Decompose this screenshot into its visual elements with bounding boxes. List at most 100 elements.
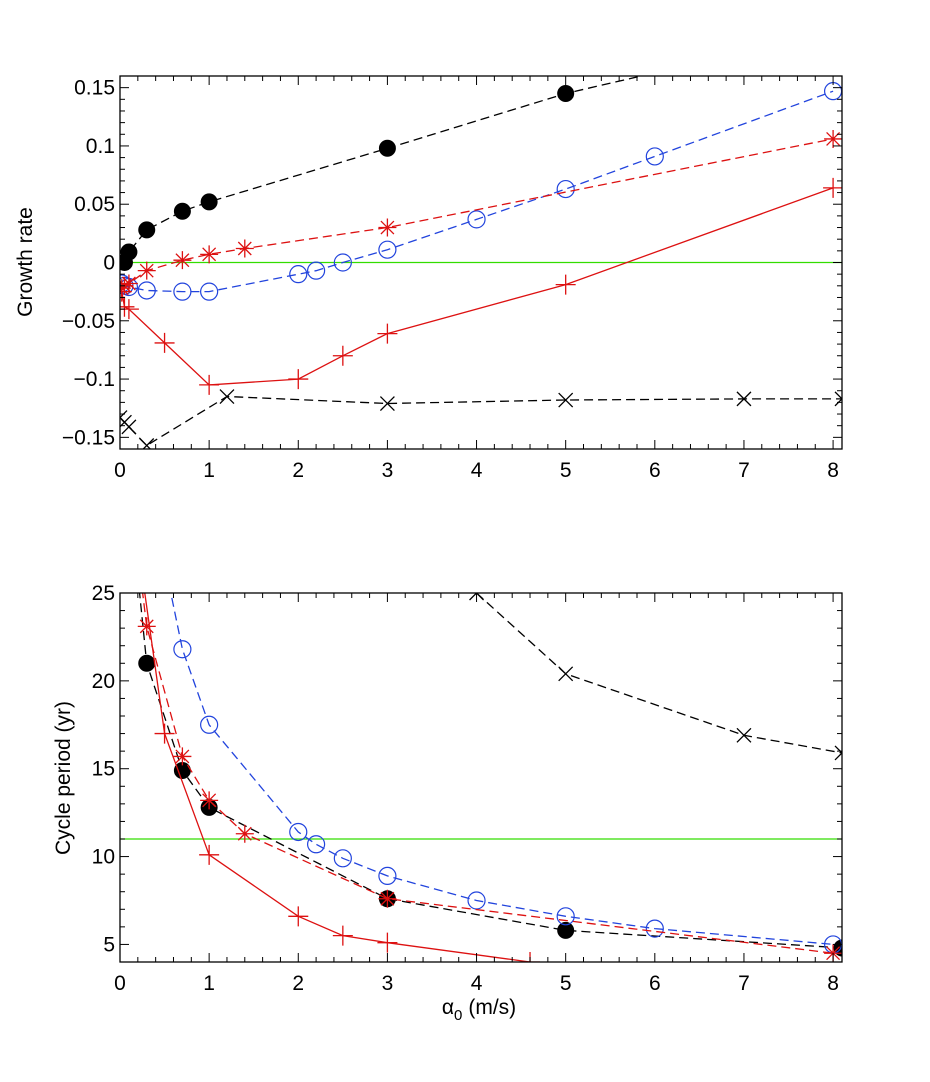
growth-rate-y-tick-label: 0.05 [74,193,115,216]
cycle-period-marker-crosses [736,727,752,743]
growth-rate-marker-crosses [736,391,752,407]
cycle-period-marker-plus [377,932,398,953]
cycle-period-marker-open-circles [306,835,326,854]
growth-rate-marker-filled-circles [138,221,156,239]
growth-rate-marker-crosses [139,438,155,449]
cycle-period-marker-open-circles [556,907,575,926]
growth-rate-marker-open-circles [556,179,575,199]
growth-rate-x-tick-label: 3 [382,459,394,482]
growth-rate-marker-open-circles [289,265,308,284]
growth-rate-marker-filled-circles [120,243,138,261]
cycle-period-marker-plus [332,925,353,946]
cycle-period-marker-asterisks [137,617,156,636]
cycle-period-plot-frame [119,592,843,963]
growth-rate-series-line-open-circles [121,90,834,293]
growth-rate-marker-plus [332,345,353,366]
growth-rate-marker-open-circles [378,240,397,259]
growth-rate-marker-asterisks [200,245,219,264]
cycle-period-marker-open-circles [173,640,192,659]
growth-rate-marker-open-circles [306,261,326,280]
cycle-period-y-axis-label: Cycle period (yr) [52,701,75,855]
growth-rate-y-tick-label: −0.05 [62,310,115,333]
cycle-period-x-tick-label: 5 [560,972,572,995]
cycle-period-marker-open-circles [378,866,397,886]
growth-rate-marker-plus [288,369,309,390]
growth-rate-series-line-plus [121,187,834,386]
growth-rate-marker-plus [199,374,220,395]
cycle-period-x-tick-label: 4 [471,972,483,995]
growth-rate-marker-filled-circles [200,193,218,211]
cycle-period-marker-asterisks [173,747,192,766]
growth-rate-x-tick-label: 0 [114,459,126,482]
growth-rate-marker-asterisks [120,274,138,293]
cycle-period-y-tick-label: 15 [92,758,115,781]
cycle-period-y-tick-label: 5 [103,933,115,956]
growth-rate-y-tick-label: 0.15 [74,77,115,100]
growth-rate-y-tick-label: −0.1 [74,368,115,391]
cycle-period-marker-filled-circles [557,921,575,939]
growth-rate-marker-plus [377,323,398,344]
x-axis-symbol: α [442,996,454,1019]
cycle-period-x-axis-label: α0 (m/s) [442,996,516,1024]
growth-rate-marker-plus [120,296,135,317]
growth-rate-marker-crosses [558,392,574,408]
cycle-period-x-tick-label: 0 [114,972,126,995]
cycle-period-series-line-crosses [476,593,842,754]
cycle-period-x-tick-label: 2 [292,972,304,995]
growth-rate-series-line-asterisks [121,138,834,289]
growth-rate-marker-crosses [219,389,235,405]
cycle-period-marker-crosses [558,666,574,682]
cycle-period-series-line-plus [144,593,531,962]
cycle-period-y-tick-label: 25 [92,582,115,605]
cycle-period-marker-plus [520,952,541,962]
cycle-period-x-tick-label: 1 [203,972,215,995]
growth-rate-y-tick-label: −0.15 [62,426,115,449]
growth-rate-marker-plus [555,274,576,295]
cycle-period-marker-filled-circles [130,567,146,583]
growth-rate-marker-filled-circles [378,139,396,157]
growth-rate-marker-asterisks [378,218,397,237]
cycle-period-y-tick-label: 20 [92,670,115,693]
growth-rate-marker-open-circles [823,82,842,101]
cycle-period-marker-filled-circles [138,654,156,672]
cycle-period-marker-plus [132,565,152,585]
growth-rate-marker-open-circles [333,253,352,272]
growth-rate-marker-crosses [834,391,842,407]
cycle-period-marker-open-circles [289,822,308,842]
cycle-period-marker-open-circles [200,715,219,734]
growth-rate-marker-crosses [121,419,137,435]
growth-rate-y-tick-label: 0.1 [86,135,115,158]
cycle-period-series-line-filled-circles [138,593,842,949]
cycle-period-marker-open-circles [166,593,172,594]
growth-rate-x-tick-label: 4 [471,459,483,482]
growth-rate-marker-plus [154,332,175,353]
cycle-period-x-tick-label: 3 [382,972,394,995]
x-axis-subscript: 0 [454,1007,462,1024]
cycle-period-marker-asterisks [132,566,150,584]
cycle-period-marker-asterisks [200,791,219,810]
growth-rate-marker-crosses [379,396,395,412]
cycle-period-marker-asterisks [378,889,397,908]
growth-rate-panel: 0 1 2 3 4 5 6 7 8 −0.15 −0.1 −0.05 0 0.05 0.1 0.15 Grow… [14,75,843,482]
growth-rate-x-tick-label: 1 [203,459,215,482]
growth-rate-marker-asterisks [173,251,192,270]
growth-rate-marker-open-circles [173,282,192,301]
growth-rate-x-tick-label: 2 [292,459,304,482]
growth-rate-marker-asterisks [235,239,254,258]
cycle-period-marker-open-circles [645,919,664,938]
cycle-period-series-line-asterisks [141,593,834,954]
growth-rate-marker-asterisks [137,261,156,280]
growth-rate-marker-plus [120,281,132,302]
growth-rate-x-tick-label: 6 [649,459,661,482]
growth-rate-marker-open-circles [200,282,219,301]
cycle-period-series-line-open-circles [170,593,834,946]
growth-rate-x-tick-label: 8 [827,459,839,482]
growth-rate-series-line-filled-circles [123,76,645,263]
cycle-period-marker-crosses [469,593,485,601]
cycle-period-x-tick-label: 7 [738,972,750,995]
growth-rate-marker-asterisks [824,129,842,148]
cycle-period-marker-asterisks [235,824,254,843]
cycle-period-x-tick-label: 8 [827,972,839,995]
growth-rate-marker-filled-circles [557,84,575,102]
